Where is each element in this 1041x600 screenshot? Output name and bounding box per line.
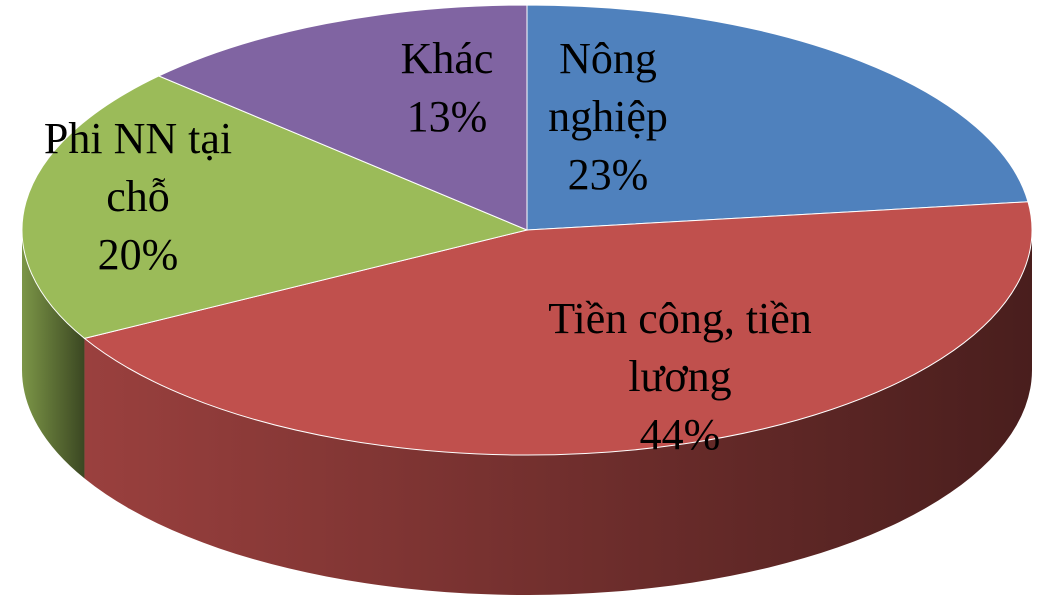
slice [526, 4, 1029, 231]
slice [157, 4, 528, 231]
slice-label: Tiền công, tiền lương 44% [545, 290, 815, 464]
value-label: 13% [406, 92, 488, 141]
category-label: Phi NN tại chỗ [43, 114, 233, 221]
slice [21, 75, 529, 339]
category-label: Khác [400, 34, 494, 83]
slice-side [84, 230, 1032, 595]
value-label: 20% [97, 230, 179, 279]
slice-label: Nông nghiệp 23% [523, 30, 693, 204]
value-label: 44% [639, 410, 721, 459]
value-label: 23% [567, 150, 649, 199]
slice [83, 201, 1033, 456]
slice-side [22, 230, 85, 479]
category-label: Tiền công, tiền lương [548, 294, 812, 401]
slice-label: Phi NN tại chỗ 20% [18, 110, 258, 284]
slice-label: Khác 13% [387, 30, 507, 146]
category-label: Nông nghiệp [548, 34, 668, 141]
